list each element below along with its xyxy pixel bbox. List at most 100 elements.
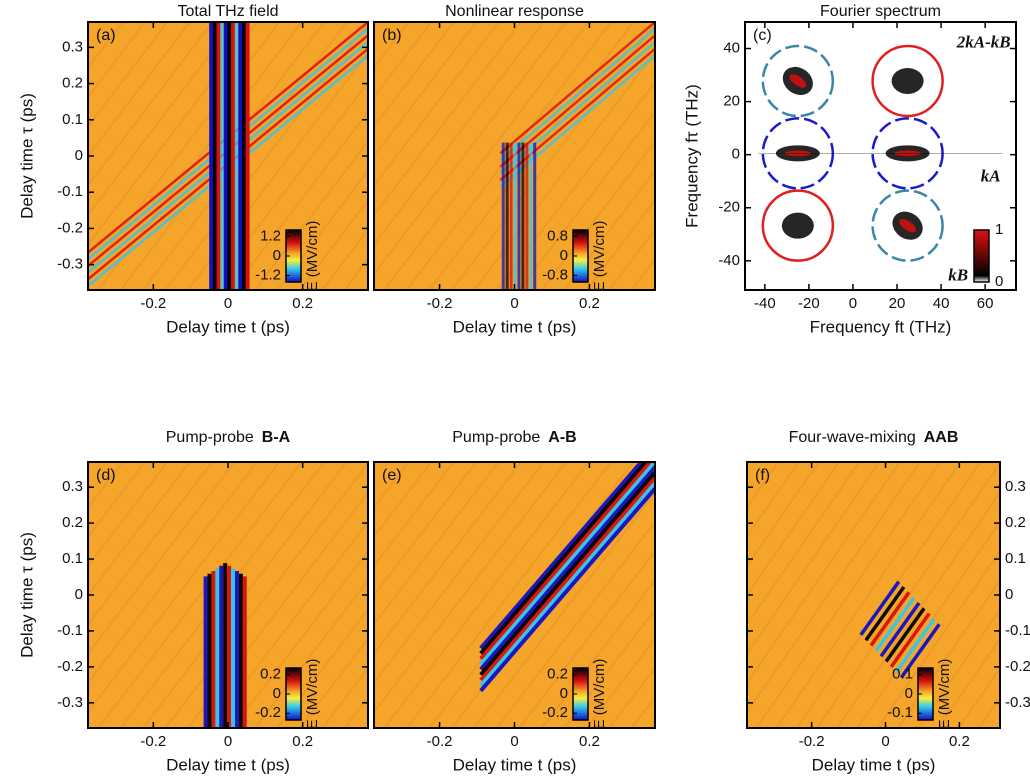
texture <box>747 462 800 539</box>
texture <box>231 549 368 728</box>
y-tick-label: 0.3 <box>1005 478 1026 495</box>
y-axis-label: Delay time τ (ps) <box>17 532 36 658</box>
title-text: Total THz field <box>177 3 278 20</box>
y-tick-label: -0.1 <box>57 622 83 639</box>
texture <box>607 666 655 728</box>
texture <box>374 22 410 70</box>
texture <box>88 22 169 129</box>
plot-frame <box>744 21 1017 291</box>
texture <box>499 27 655 161</box>
y-tick-label: 0 <box>1005 586 1013 603</box>
colorbar-tick-label: 0 <box>273 685 281 702</box>
x-tick-label: 0.2 <box>579 733 600 750</box>
texture <box>479 476 655 682</box>
annotation: 2kA-kB <box>956 32 1011 51</box>
title-text: Pump-probe <box>166 429 254 446</box>
texture <box>374 22 455 129</box>
spectral-spot <box>891 67 924 94</box>
x-tick-label: 0 <box>510 733 518 750</box>
texture <box>479 466 655 671</box>
texture <box>747 462 820 568</box>
colorbar-tick-label: -1.2 <box>255 266 281 283</box>
x-axis-label: Delay time t (ps) <box>166 317 290 336</box>
texture <box>607 228 655 290</box>
colorbar-tick-label: -0.2 <box>255 704 281 721</box>
x-tick-label: 0.2 <box>292 295 313 312</box>
texture <box>374 22 523 217</box>
texture <box>405 462 613 728</box>
y-tick-label: 20 <box>723 93 740 110</box>
colorbar-label: E (MV/cm) <box>936 659 953 730</box>
panel: Four-wave-mixing AAB (f) -0.2 0 0.2 Delay time… <box>746 429 1030 774</box>
title-text: Pump-probe <box>452 429 540 446</box>
y-tick-label: -0.2 <box>57 658 83 675</box>
y-tick-label: 0.2 <box>1005 514 1026 531</box>
texture <box>88 462 192 597</box>
texture <box>320 666 368 728</box>
panel-label: (d) <box>96 467 116 484</box>
texture <box>869 591 911 647</box>
texture <box>916 607 1000 728</box>
texture <box>88 462 236 656</box>
texture <box>495 520 655 728</box>
texture <box>747 462 922 714</box>
panel-label: (b) <box>382 27 402 44</box>
texture <box>382 462 590 728</box>
y-tick-label: -0.1 <box>1005 622 1030 639</box>
texture <box>374 22 545 247</box>
texture <box>88 462 169 568</box>
colorbar-label: E (MV/cm) <box>304 659 321 730</box>
colorbar-label: E (MV/cm) <box>591 221 608 292</box>
x-tick-label: 0 <box>224 733 232 750</box>
texture <box>517 110 655 290</box>
colorbar-tick-label: 0 <box>560 247 568 264</box>
spectral-spot-core <box>899 219 916 233</box>
texture <box>382 22 590 290</box>
texture <box>479 481 655 687</box>
selection-circle <box>871 189 944 262</box>
y-tick-label: -0.3 <box>57 694 83 711</box>
panel-title: Four-wave-mixing AAB <box>789 429 959 446</box>
heatmap <box>88 462 368 728</box>
texture <box>747 462 841 597</box>
y-axis-label: Delay time τ (ps) <box>17 93 36 219</box>
texture <box>517 549 655 728</box>
spectral-spot <box>781 212 814 239</box>
heatmap <box>88 22 368 290</box>
y-tick-label: -0.2 <box>57 219 83 236</box>
x-tick-label: 0.2 <box>292 733 313 750</box>
x-axis-label: Delay time t (ps) <box>166 755 290 774</box>
spectral-spot-core <box>789 74 807 88</box>
texture <box>937 637 1000 728</box>
texture <box>88 22 214 188</box>
annotation: kB <box>948 266 968 285</box>
colorbar <box>973 229 990 283</box>
panel-title: Pump-probe B-A <box>166 429 291 446</box>
x-tick-label: -0.2 <box>140 733 166 750</box>
texture <box>747 462 881 656</box>
texture <box>231 110 368 290</box>
texture <box>88 22 147 99</box>
y-tick-label: 0 <box>75 147 83 164</box>
texture <box>747 462 780 509</box>
annotation: kA <box>981 166 1001 185</box>
colorbar-tick-label: 1.2 <box>260 227 281 244</box>
texture <box>374 462 411 509</box>
y-tick-label: 0.1 <box>1005 550 1026 567</box>
panel-label: (a) <box>96 27 116 44</box>
texture <box>253 578 368 728</box>
panel-title: Nonlinear response <box>445 3 584 20</box>
y-tick-label: 0.3 <box>62 478 83 495</box>
panel-title: Pump-probe A-B <box>452 429 576 446</box>
selection-circle <box>871 44 944 118</box>
heatmap <box>745 22 1016 290</box>
x-tick-label: -20 <box>798 295 820 312</box>
x-tick-label: -0.2 <box>140 295 166 312</box>
colorbar-tick-label: 0.8 <box>547 228 568 245</box>
texture <box>374 22 433 99</box>
texture <box>499 22 655 155</box>
texture <box>540 578 655 728</box>
panel-label: (f) <box>755 467 770 484</box>
